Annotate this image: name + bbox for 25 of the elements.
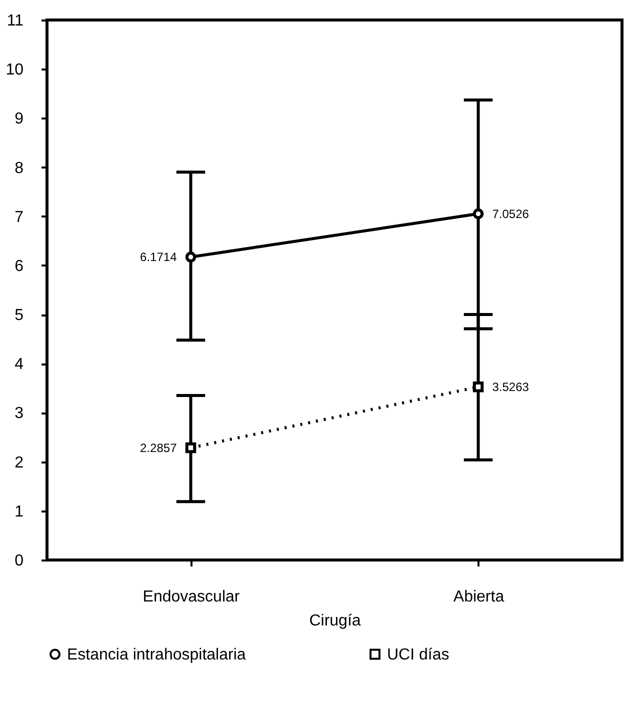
y-tick-label: 11 — [6, 12, 24, 30]
x-axis-title: Cirugía — [309, 612, 361, 630]
point — [185, 442, 196, 454]
y-tick-label: 5 — [14, 307, 24, 324]
legend-label: Estancia intrahospitalaria — [67, 646, 246, 664]
legend-label: UCI días — [387, 646, 450, 664]
y-tick-label: 9 — [14, 110, 24, 128]
y-tick-label: 3 — [14, 405, 24, 422]
y-tick-label: 1 — [14, 503, 24, 520]
point — [472, 208, 484, 220]
x-tick-label: Abierta — [453, 588, 504, 606]
y-tick-label: 2 — [14, 454, 24, 472]
y-tick-label: 7 — [14, 208, 24, 226]
y-tick-label: 0 — [14, 552, 24, 570]
y-tick-label: 4 — [14, 356, 24, 374]
y-tick-label: 10 — [6, 62, 24, 79]
data-label: 7.0526 — [492, 206, 530, 221]
point — [185, 252, 196, 262]
x-tick-label: Endovascular — [142, 588, 240, 606]
data-label: 6.1714 — [140, 250, 178, 264]
y-tick-label: 6 — [14, 258, 24, 275]
data-label: 3.5263 — [492, 380, 530, 394]
data-label: 2.2857 — [140, 440, 178, 455]
point — [472, 382, 484, 392]
y-tick-label: 8 — [14, 160, 24, 177]
